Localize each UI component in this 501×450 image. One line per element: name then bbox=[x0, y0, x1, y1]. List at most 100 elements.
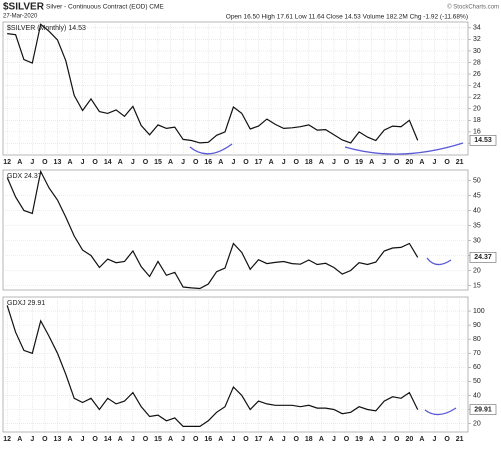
x-tick-label: 13 bbox=[54, 436, 62, 443]
x-tick-label: J bbox=[282, 159, 286, 166]
plot-frame bbox=[2, 296, 469, 433]
x-tick-label: O bbox=[394, 436, 400, 443]
legend-label: GDXJ 29.91 bbox=[7, 300, 45, 307]
y-tick-label: 34 bbox=[473, 25, 481, 32]
x-tick-label: O bbox=[193, 159, 199, 166]
y-tick-label: 40 bbox=[473, 207, 481, 214]
x-tick-label: 19 bbox=[355, 436, 363, 443]
price-line bbox=[6, 169, 419, 290]
price-line bbox=[7, 23, 419, 144]
x-tick-label: J bbox=[282, 436, 286, 443]
last-value-label: 24.37 bbox=[474, 254, 492, 261]
x-tick-label: O bbox=[193, 436, 199, 443]
x-tick-label: 13 bbox=[54, 159, 62, 166]
x-tick-label: O bbox=[143, 159, 149, 166]
y-tick-label: 15 bbox=[473, 282, 481, 289]
y-tick-label: 20 bbox=[473, 420, 481, 427]
x-tick-label: J bbox=[30, 436, 34, 443]
brand: © StockCharts.com bbox=[447, 4, 499, 11]
x-tick-label: A bbox=[118, 436, 123, 443]
x-tick-label: 14 bbox=[104, 159, 112, 166]
x-tick-label: J bbox=[181, 159, 185, 166]
y-tick-label: 24 bbox=[473, 82, 481, 89]
y-tick-label: 16 bbox=[473, 129, 481, 136]
y-tick-label: 100 bbox=[473, 308, 485, 315]
last-value-label: 29.91 bbox=[474, 406, 492, 413]
x-tick-label: A bbox=[319, 436, 324, 443]
last-value-box bbox=[469, 135, 497, 146]
x-tick-label: 12 bbox=[3, 159, 11, 166]
x-tick-label: A bbox=[118, 159, 123, 166]
arc bbox=[424, 407, 457, 416]
y-tick-label: 32 bbox=[473, 36, 481, 43]
y-tick-label: 20 bbox=[473, 267, 481, 274]
last-value-label: 14.53 bbox=[474, 137, 492, 144]
x-tick-label: 17 bbox=[255, 159, 263, 166]
last-value-box bbox=[469, 404, 497, 415]
x-tick-label: A bbox=[419, 159, 424, 166]
instrument-name: Silver - Continuous Contract (EOD) CME bbox=[46, 4, 164, 11]
last-value-box bbox=[469, 252, 497, 263]
x-tick-label: A bbox=[67, 159, 72, 166]
x-tick-label: A bbox=[319, 159, 324, 166]
quote: Open 16.50 High 17.61 Low 11.64 Close 14… bbox=[226, 14, 468, 21]
x-tick-label: O bbox=[42, 159, 48, 166]
x-tick-label: J bbox=[131, 159, 135, 166]
arc bbox=[344, 142, 464, 155]
y-tick-label: 60 bbox=[473, 364, 481, 371]
x-tick-label: 20 bbox=[405, 436, 413, 443]
x-tick-label: O bbox=[294, 159, 300, 166]
x-tick-label: J bbox=[382, 436, 386, 443]
y-tick-label: 30 bbox=[473, 237, 481, 244]
y-tick-label: 50 bbox=[473, 177, 481, 184]
y-tick-label: 28 bbox=[473, 59, 481, 66]
y-tick-label: 30 bbox=[473, 48, 481, 55]
x-tick-label: J bbox=[332, 436, 336, 443]
price-line bbox=[6, 305, 419, 427]
x-tick-label: O bbox=[444, 159, 450, 166]
x-tick-label: 12 bbox=[3, 436, 11, 443]
arc bbox=[189, 143, 233, 155]
arc bbox=[426, 257, 452, 266]
x-tick-label: A bbox=[269, 436, 274, 443]
x-tick-label: A bbox=[218, 159, 223, 166]
x-tick-label: 16 bbox=[204, 436, 212, 443]
y-tick-label: 70 bbox=[473, 350, 481, 357]
x-tick-label: 21 bbox=[456, 436, 464, 443]
x-tick-label: J bbox=[81, 159, 85, 166]
x-tick-label: J bbox=[231, 436, 235, 443]
x-tick-label: A bbox=[17, 159, 22, 166]
x-tick-label: O bbox=[143, 436, 149, 443]
date: 27-Mar-2020 bbox=[3, 14, 38, 20]
x-tick-label: O bbox=[243, 159, 249, 166]
x-tick-label: O bbox=[92, 159, 98, 166]
x-tick-label: A bbox=[218, 436, 223, 443]
x-tick-label: O bbox=[444, 436, 450, 443]
y-tick-label: 18 bbox=[473, 117, 481, 124]
x-tick-label: 18 bbox=[305, 436, 313, 443]
x-tick-label: A bbox=[168, 159, 173, 166]
x-tick-label: 15 bbox=[154, 159, 162, 166]
x-tick-label: J bbox=[131, 436, 135, 443]
plot-frame bbox=[2, 21, 469, 156]
x-tick-label: O bbox=[92, 436, 98, 443]
plots: 12 A J O 13 A J O 14 A J O 15 A J O 16 A J O 17 A J O 18 A J O 19 A J O… bbox=[2, 21, 497, 443]
x-tick-label: O bbox=[344, 159, 350, 166]
y-tick-label: 90 bbox=[473, 322, 481, 329]
x-tick-label: A bbox=[369, 436, 374, 443]
x-tick-label: O bbox=[344, 436, 350, 443]
x-tick-label: O bbox=[42, 436, 48, 443]
x-tick-label: 17 bbox=[255, 436, 263, 443]
x-tick-label: 15 bbox=[154, 436, 162, 443]
x-tick-label: J bbox=[181, 436, 185, 443]
x-tick-label: J bbox=[231, 159, 235, 166]
x-tick-label: O bbox=[243, 436, 249, 443]
x-tick-label: J bbox=[81, 436, 85, 443]
y-tick-label: 26 bbox=[473, 71, 481, 78]
x-tick-label: A bbox=[419, 436, 424, 443]
x-tick-label: A bbox=[168, 436, 173, 443]
x-tick-label: A bbox=[67, 436, 72, 443]
y-tick-label: 40 bbox=[473, 392, 481, 399]
y-tick-label: 45 bbox=[473, 192, 481, 199]
x-tick-label: J bbox=[30, 159, 34, 166]
